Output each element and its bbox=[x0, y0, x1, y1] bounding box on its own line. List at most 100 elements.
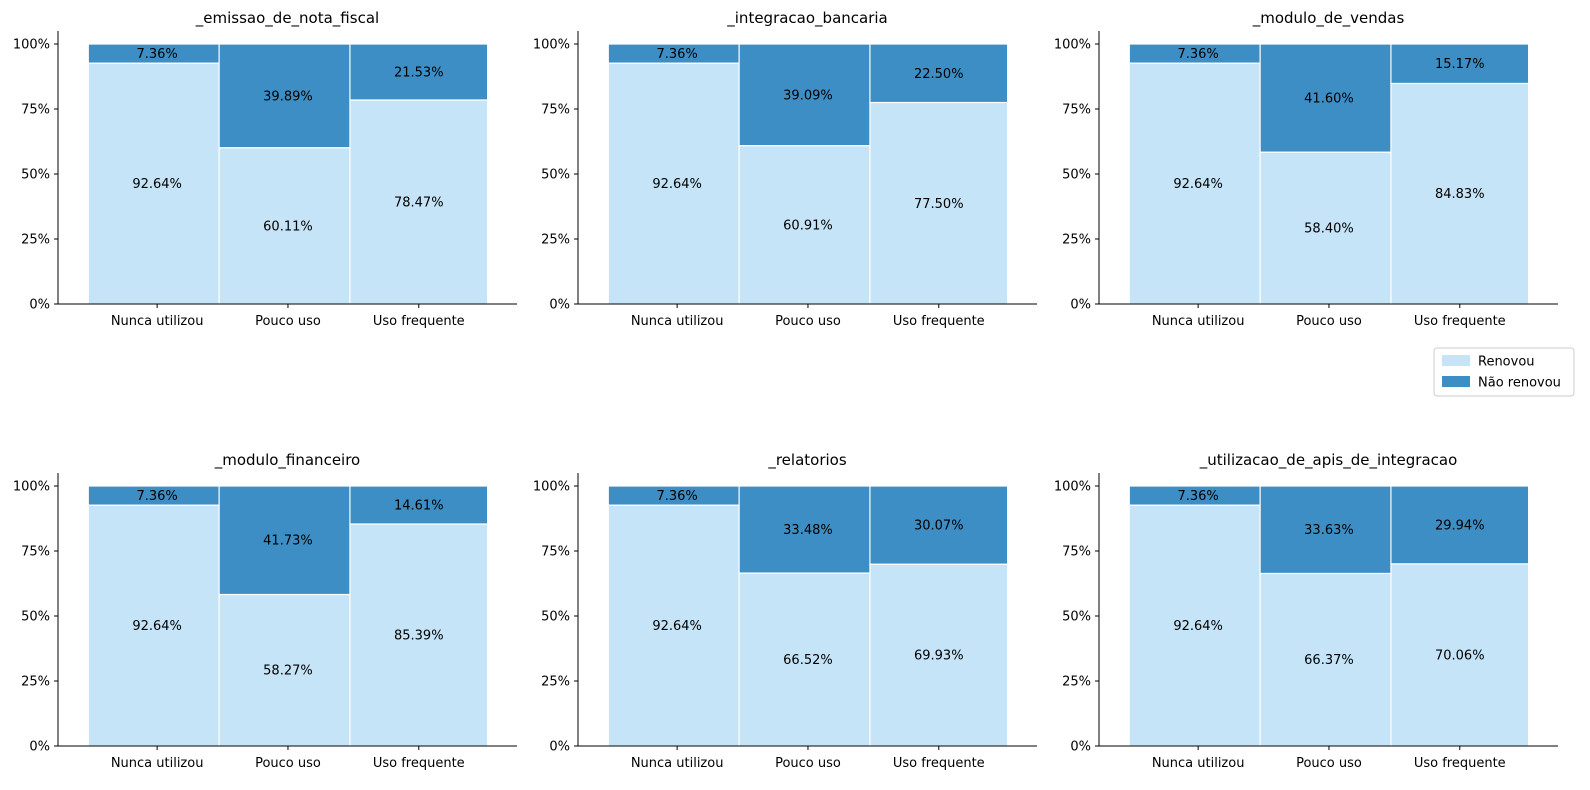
data-label-nao-renovou: 29.94% bbox=[1435, 518, 1485, 533]
bar-renovou bbox=[87, 62, 227, 305]
chart-title: _relatorios bbox=[767, 451, 846, 470]
y-tick-label: 25% bbox=[21, 675, 50, 690]
y-tick-label: 25% bbox=[541, 233, 570, 248]
chart-panel: _relatorios 92.64% 7.36% Nunca utilizou 66.5… bbox=[533, 451, 1037, 771]
y-tick-label: 100% bbox=[13, 480, 50, 495]
data-label-nao-renovou: 39.89% bbox=[263, 89, 313, 104]
y-tick-label: 0% bbox=[29, 298, 50, 313]
data-label-renovou: 60.91% bbox=[783, 218, 833, 233]
data-label-renovou: 92.64% bbox=[132, 177, 182, 192]
data-label-nao-renovou: 33.63% bbox=[1304, 523, 1354, 538]
y-tick-label: 0% bbox=[1070, 740, 1091, 755]
chart-title: _utilizacao_de_apis_de_integracao bbox=[1199, 451, 1458, 470]
y-tick-label: 75% bbox=[541, 545, 570, 560]
data-label-renovou: 92.64% bbox=[652, 177, 702, 192]
x-tick-label: Nunca utilizou bbox=[631, 314, 724, 329]
bar-renovou bbox=[87, 504, 227, 747]
y-tick-label: 0% bbox=[549, 298, 570, 313]
bar-nao-renovou bbox=[738, 43, 878, 147]
chart-panel: _utilizacao_de_apis_de_integracao 92.64% 7… bbox=[1054, 451, 1558, 771]
y-tick-label: 75% bbox=[21, 103, 50, 118]
legend-label-nao-renovou: Não renovou bbox=[1478, 376, 1561, 391]
bar-renovou bbox=[1259, 151, 1399, 305]
data-label-renovou: 84.83% bbox=[1435, 187, 1485, 202]
bar-nao-renovou bbox=[869, 43, 1009, 104]
chart-title: _modulo_de_vendas bbox=[1252, 9, 1405, 28]
bar-nao-renovou bbox=[218, 43, 358, 149]
data-label-renovou: 92.64% bbox=[1173, 177, 1223, 192]
legend: Renovou Não renovou bbox=[1433, 347, 1575, 397]
y-tick-label: 75% bbox=[541, 103, 570, 118]
data-label-nao-renovou: 15.17% bbox=[1435, 57, 1485, 72]
data-label-renovou: 85.39% bbox=[394, 628, 444, 643]
y-tick-label: 50% bbox=[1062, 610, 1091, 625]
data-label-nao-renovou: 33.48% bbox=[783, 523, 833, 538]
data-label-nao-renovou: 30.07% bbox=[914, 519, 964, 534]
x-tick-label: Pouco uso bbox=[255, 314, 321, 329]
data-label-renovou: 58.27% bbox=[263, 664, 313, 679]
bar-renovou bbox=[218, 593, 358, 747]
chart-panels: _emissao_de_nota_fiscal 92.64% 7.36% Nunca … bbox=[13, 9, 1558, 771]
x-tick-label: Uso frequente bbox=[1414, 314, 1506, 329]
chart-panel: _modulo_financeiro 92.64% 7.36% Nunca utili… bbox=[13, 451, 517, 771]
bar-renovou bbox=[1390, 563, 1530, 747]
chart-title: _emissao_de_nota_fiscal bbox=[195, 9, 379, 28]
data-label-nao-renovou: 7.36% bbox=[656, 47, 697, 62]
x-tick-label: Nunca utilizou bbox=[1152, 756, 1245, 771]
bar-nao-renovou bbox=[1390, 485, 1530, 565]
x-tick-label: Uso frequente bbox=[1414, 756, 1506, 771]
bar-nao-renovou bbox=[1259, 43, 1399, 153]
legend-swatch-renovou bbox=[1442, 355, 1470, 366]
y-tick-label: 50% bbox=[1062, 168, 1091, 183]
x-tick-label: Pouco uso bbox=[1296, 756, 1362, 771]
data-label-nao-renovou: 21.53% bbox=[394, 65, 444, 80]
y-tick-label: 50% bbox=[541, 610, 570, 625]
data-label-renovou: 92.64% bbox=[652, 619, 702, 634]
y-tick-label: 25% bbox=[1062, 233, 1091, 248]
data-label-nao-renovou: 7.36% bbox=[656, 489, 697, 504]
data-label-nao-renovou: 22.50% bbox=[914, 67, 964, 82]
y-tick-label: 0% bbox=[1070, 298, 1091, 313]
bar-nao-renovou bbox=[349, 485, 489, 525]
data-label-renovou: 77.50% bbox=[914, 197, 964, 212]
x-tick-label: Uso frequente bbox=[373, 756, 465, 771]
data-label-renovou: 92.64% bbox=[1173, 619, 1223, 634]
legend-swatch-nao-renovou bbox=[1442, 376, 1470, 387]
data-label-nao-renovou: 7.36% bbox=[136, 47, 177, 62]
data-label-renovou: 58.40% bbox=[1304, 222, 1354, 237]
data-label-nao-renovou: 14.61% bbox=[394, 498, 444, 513]
y-tick-label: 25% bbox=[541, 675, 570, 690]
data-label-renovou: 92.64% bbox=[132, 619, 182, 634]
chart-panel: _modulo_de_vendas 92.64% 7.36% Nunca utiliz… bbox=[1054, 9, 1558, 329]
bar-nao-renovou bbox=[218, 485, 358, 596]
bar-nao-renovou bbox=[1390, 43, 1530, 85]
bar-nao-renovou bbox=[349, 43, 489, 101]
x-tick-label: Nunca utilizou bbox=[631, 756, 724, 771]
x-tick-label: Nunca utilizou bbox=[1152, 314, 1245, 329]
y-tick-label: 25% bbox=[21, 233, 50, 248]
x-tick-label: Pouco uso bbox=[1296, 314, 1362, 329]
chart-panel: _integracao_bancaria 92.64% 7.36% Nunca uti… bbox=[533, 9, 1037, 329]
x-tick-label: Pouco uso bbox=[775, 756, 841, 771]
bar-renovou bbox=[869, 563, 1009, 747]
bar-renovou bbox=[1390, 82, 1530, 305]
x-tick-label: Uso frequente bbox=[893, 314, 985, 329]
data-label-nao-renovou: 7.36% bbox=[136, 489, 177, 504]
data-label-nao-renovou: 41.60% bbox=[1304, 92, 1354, 107]
x-tick-label: Uso frequente bbox=[893, 756, 985, 771]
data-label-renovou: 60.11% bbox=[263, 219, 313, 234]
y-tick-label: 25% bbox=[1062, 675, 1091, 690]
x-tick-label: Pouco uso bbox=[775, 314, 841, 329]
chart-title: _modulo_financeiro bbox=[214, 451, 360, 470]
y-tick-label: 100% bbox=[13, 38, 50, 53]
y-tick-label: 100% bbox=[1054, 480, 1091, 495]
y-tick-label: 100% bbox=[533, 38, 570, 53]
y-tick-label: 100% bbox=[1054, 38, 1091, 53]
legend-label-renovou: Renovou bbox=[1478, 355, 1535, 370]
data-label-nao-renovou: 7.36% bbox=[1177, 489, 1218, 504]
data-label-renovou: 66.52% bbox=[783, 653, 833, 668]
y-tick-label: 75% bbox=[1062, 545, 1091, 560]
bar-renovou bbox=[738, 572, 878, 747]
